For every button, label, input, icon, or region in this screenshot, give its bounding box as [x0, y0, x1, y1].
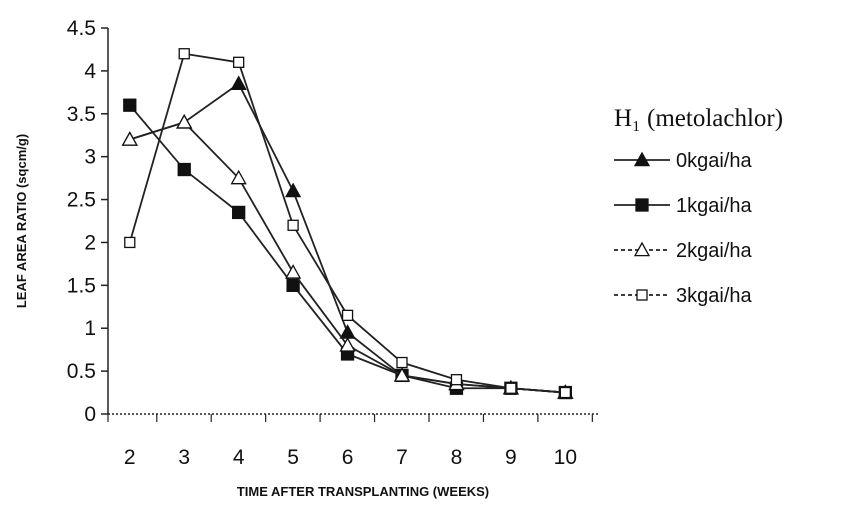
y-tick-label: 4.5 — [67, 17, 96, 40]
legend: H₁ (metolachlor) 0kgai/ha 1kgai/ha 2kgai/h… — [614, 105, 783, 307]
legend-marker — [636, 289, 648, 301]
x-tick-label: 10 — [554, 446, 577, 469]
y-tick-label: 1 — [84, 317, 96, 340]
x-tick-label: 7 — [396, 446, 408, 469]
legend-label: 3kgai/ha — [676, 285, 752, 307]
data-point — [505, 382, 517, 394]
data-point — [285, 264, 302, 279]
data-point — [233, 56, 245, 68]
legend-marker — [633, 151, 651, 167]
y-tick-label: 1.5 — [67, 274, 96, 297]
data-point — [230, 75, 247, 91]
y-tick-label: 4 — [84, 60, 96, 83]
x-tick-label: 5 — [287, 446, 299, 469]
data-point — [339, 337, 356, 352]
x-tick-label: 8 — [451, 446, 463, 469]
legend-marker — [635, 198, 649, 212]
legend-item: 0kgai/ha — [614, 150, 752, 172]
data-point — [176, 114, 193, 129]
x-tick-label: 2 — [124, 446, 136, 469]
legend-label: 1kgai/ha — [676, 195, 752, 217]
data-point — [285, 182, 302, 198]
series-layer — [121, 48, 574, 400]
data-point — [559, 386, 571, 399]
y-tick-label: 0.5 — [67, 360, 96, 383]
data-point — [286, 278, 300, 292]
legend-marker — [633, 241, 651, 257]
x-tick-label: 4 — [233, 446, 245, 469]
data-point — [121, 131, 138, 146]
y-tick-label: 2 — [84, 231, 96, 254]
x-tick-label: 9 — [505, 446, 517, 469]
legend-label: 0kgai/ha — [676, 150, 752, 172]
data-point — [450, 374, 463, 386]
legend-item: 3kgai/ha — [614, 285, 752, 307]
data-point — [123, 98, 137, 112]
data-point — [396, 356, 408, 369]
data-point — [177, 162, 191, 177]
series-3 — [124, 48, 571, 399]
legend-label: 2kgai/ha — [676, 240, 752, 262]
data-point — [339, 324, 356, 339]
data-point — [287, 219, 299, 231]
x-axis-title: TIME AFTER TRANSPLANTING (WEEKS) — [237, 484, 489, 499]
data-point — [232, 205, 246, 220]
legend-item: 2kgai/ha — [614, 240, 752, 262]
y-tick-label: 2.5 — [67, 189, 96, 212]
axes: 0 0.5 1 1.5 2 2.5 3 3.5 4 4.5 2 3 4 5 6 7 8 9 10 — [67, 17, 598, 469]
data-point — [230, 169, 247, 185]
legend-item: 1kgai/ha — [614, 195, 752, 217]
data-point — [124, 236, 136, 249]
data-point — [393, 367, 411, 382]
data-point — [178, 48, 190, 60]
data-point — [341, 309, 354, 322]
x-tick-label: 3 — [178, 446, 190, 469]
series-1 — [123, 98, 572, 400]
y-tick-label: 3.5 — [67, 103, 96, 126]
legend-title: H₁ (metolachlor) — [614, 105, 783, 132]
y-tick-label: 0 — [84, 403, 96, 426]
x-tick-label: 6 — [342, 446, 354, 469]
y-tick-label: 3 — [84, 146, 96, 169]
y-axis-title: LEAF AREA RATIO (sqcm/g) — [14, 134, 29, 308]
